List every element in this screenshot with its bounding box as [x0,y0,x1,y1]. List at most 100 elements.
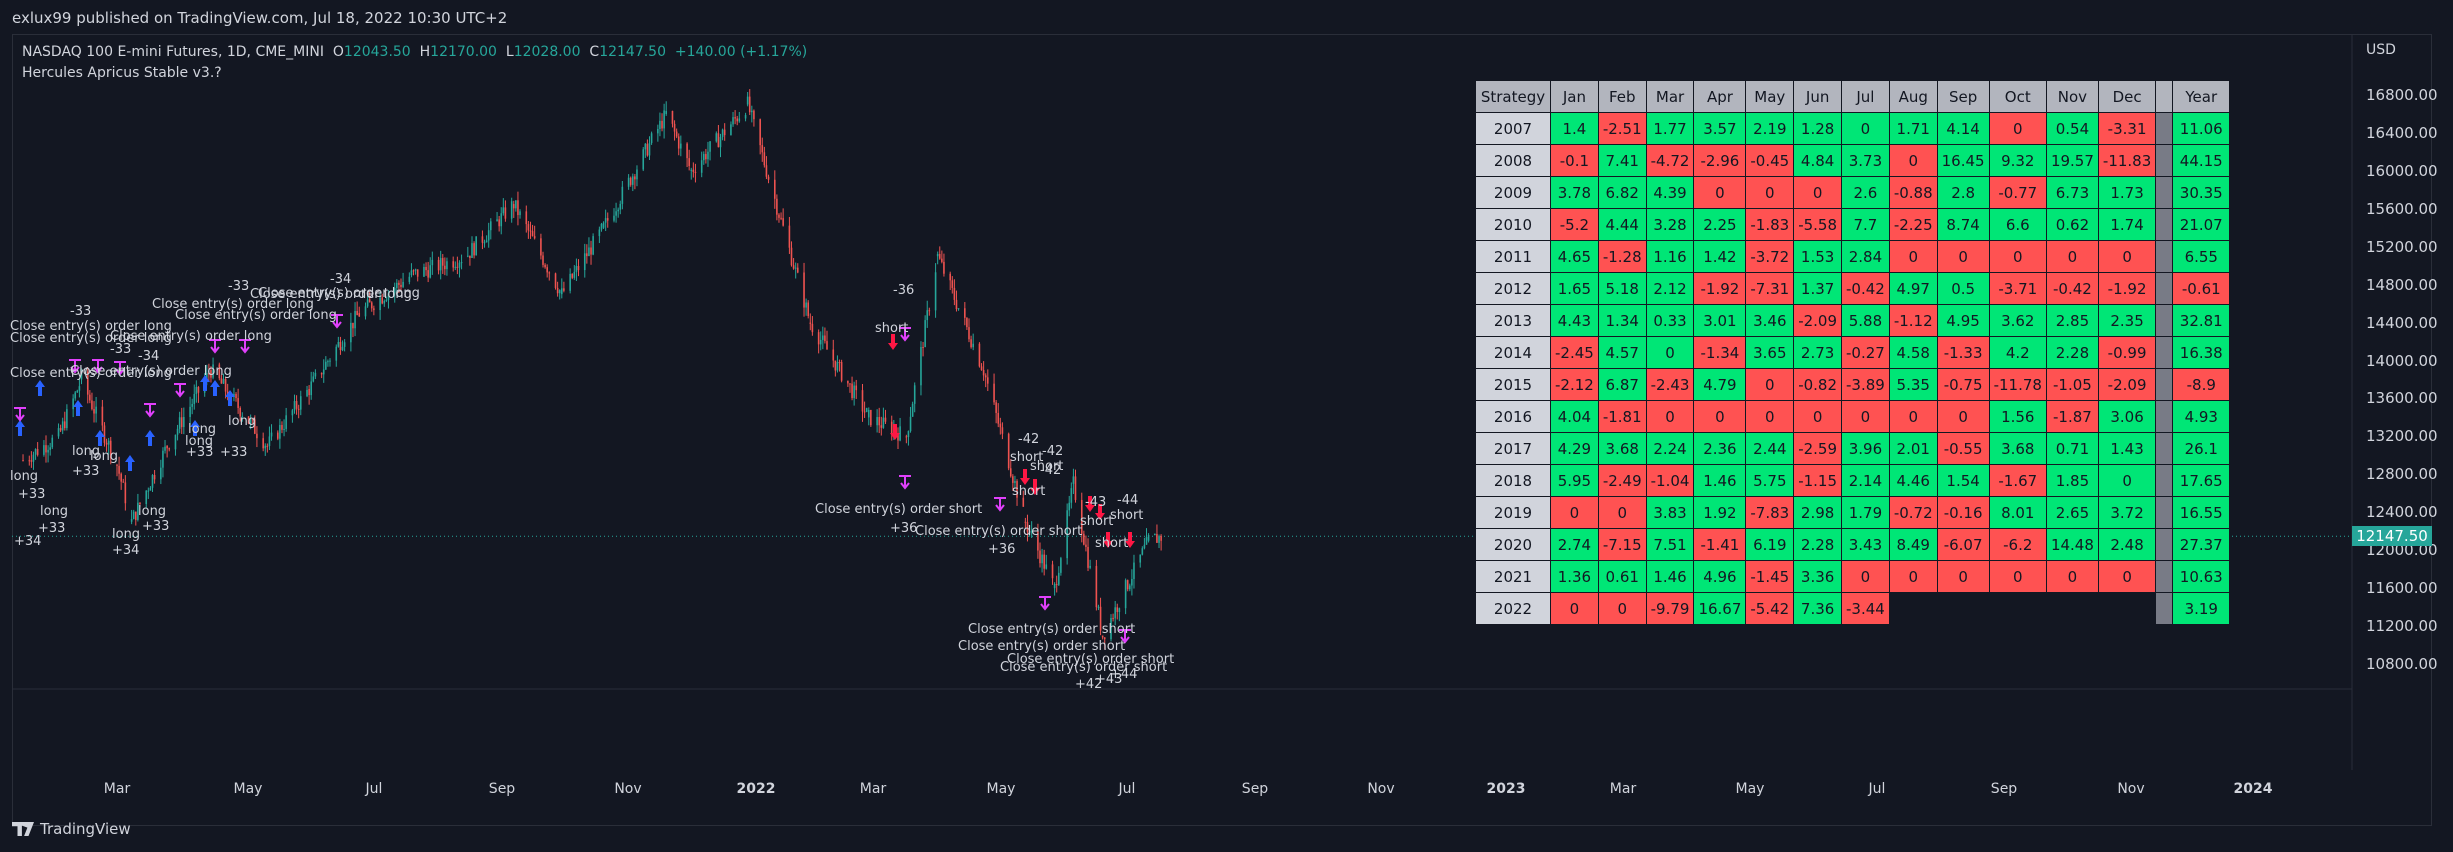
candle-body [663,110,665,129]
close-long-marker [239,339,251,354]
candle-body [705,154,707,160]
long-entry-arrow [225,390,235,406]
candle-body [237,398,239,408]
candle-body [615,211,617,216]
currency-label: USD [2366,42,2396,58]
open-label: O [332,44,344,60]
candle-body [753,110,755,120]
candle-body [427,270,429,278]
candle-body [853,385,855,399]
month-cell: 14.48 [2045,528,2099,561]
month-cell: 2.85 [2045,304,2099,337]
candle-body [162,450,164,468]
year-cell: 2012 [1475,272,1551,305]
month-cell: 1.16 [1645,240,1695,273]
close-long-label: Close entry(s) order long [258,286,420,301]
close-short-label: Close entry(s) order short [915,524,1082,539]
candle-body [690,169,693,171]
candle-body [870,409,872,426]
candle-body [1156,534,1158,543]
candle-body [953,287,956,300]
table-row: 2018 5.95 -2.49 -1.04 1.46 5.75 -1.15 2.14 4.46 1… [1475,464,2231,497]
candle-body [189,406,191,418]
candle-body [373,308,375,311]
candle-body [686,143,688,159]
candle-body [517,200,519,216]
candle-body [197,386,200,393]
candle-body [936,254,939,257]
month-cell: -3.44 [1841,592,1890,625]
month-cell: 6.87 [1597,368,1647,401]
month-cell: 3.62 [1988,304,2047,337]
candle-body [665,110,668,114]
candle-body [195,386,198,395]
price-tick-label: 13600.00 [2366,389,2438,408]
candle-body [80,371,83,380]
month-cell: 1.92 [1693,496,1747,529]
price-tick-label: 12400.00 [2366,503,2438,522]
candle-body [1053,583,1056,589]
candle-body [398,282,400,285]
time-tick-label: 2024 [2233,781,2273,797]
candle-body [91,400,93,410]
month-cell: 0 [1745,176,1795,209]
long-label: long [90,449,118,464]
candle-body [955,299,958,310]
candle-body [515,200,517,209]
candle-body [502,207,505,214]
last-price-badge: 12147.50 [2352,526,2432,546]
candle-body [208,372,210,375]
month-cell: 4.96 [1693,560,1747,593]
candle-body [93,409,95,414]
year-cell: 2019 [1475,496,1551,529]
month-cell: -7.31 [1745,272,1795,305]
month-cell: 2.24 [1645,432,1695,465]
month-cell: 5.95 [1550,464,1599,497]
candle-body [460,262,463,264]
year-cell: 2020 [1475,528,1551,561]
month-cell: 3.78 [1550,176,1599,209]
month-cell: -5.42 [1745,592,1795,625]
month-cell: 1.54 [1936,464,1990,497]
close-short-label: Close entry(s) order short [968,622,1135,637]
month-cell: 0 [1988,560,2047,593]
strategy-legend[interactable]: Hercules Apricus Stable v3.? [22,65,222,81]
candle-body [767,176,770,180]
candle-body [45,445,47,453]
close-short-label: Close entry(s) order short [1007,652,1174,667]
year-total-cell: -8.9 [2172,368,2231,401]
candle-body [118,465,120,474]
candle-body [924,320,926,348]
close-value: 12147.50 [599,44,666,60]
candle-body [1016,481,1018,498]
candle-body [803,272,805,308]
month-cell: 1.46 [1693,464,1747,497]
candle-body [709,141,711,152]
candle-body [49,447,51,450]
footer-brand[interactable]: TradingView [12,820,131,838]
candle-body [719,136,722,148]
candle-body [995,402,997,413]
candle-body [577,265,580,271]
candle-body [78,386,81,391]
candle-body [738,118,741,122]
candle-body [736,118,739,122]
candle-body [325,361,327,370]
candle-body [744,115,747,119]
month-cell: 9.32 [1988,144,2047,177]
candle-body [220,378,223,384]
month-cell: 2.12 [1645,272,1695,305]
month-cell: -0.55 [1936,432,1990,465]
high-value: 12170.00 [430,44,497,60]
candle-body [997,412,1000,424]
month-cell: 1.46 [1645,560,1695,593]
candle-body [1022,497,1025,507]
candle-body [675,131,678,137]
candle-body [22,460,24,462]
candle-body [938,254,941,259]
candle-body [751,110,753,113]
month-cell: 3.65 [1745,336,1795,369]
price-tick-label: 12800.00 [2366,465,2438,484]
month-cell: 4.84 [1793,144,1843,177]
